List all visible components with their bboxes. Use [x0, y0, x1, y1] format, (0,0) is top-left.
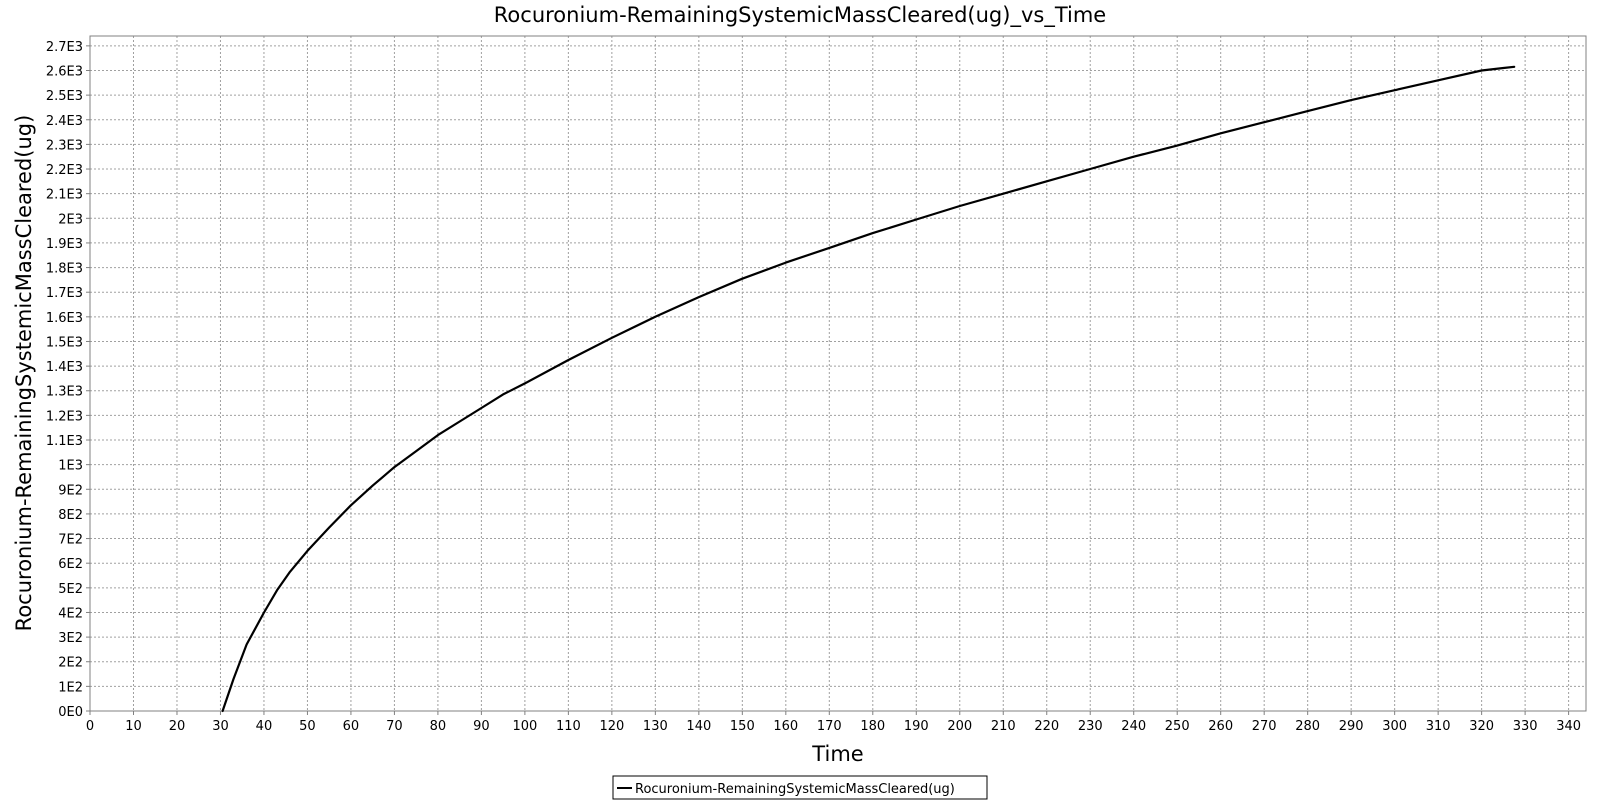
- y-tick-label: 1.6E3: [46, 311, 83, 326]
- y-tick-label: 3E2: [58, 631, 83, 646]
- x-tick-label: 280: [1295, 719, 1320, 734]
- x-axis-label: Time: [811, 742, 863, 766]
- y-tick-label: 4E2: [58, 606, 83, 621]
- x-tick-label: 160: [773, 719, 798, 734]
- x-tick-label: 240: [1121, 719, 1146, 734]
- y-tick-label: 2.2E3: [46, 163, 83, 178]
- y-tick-label: 0E0: [58, 705, 83, 720]
- y-tick-label: 6E2: [58, 557, 83, 572]
- y-axis-ticks: 0E0 1E2 2E2 3E2 4E2 5E2 6E2 7E2 8E2 9E2 1E3 1.1E3 1.…: [46, 40, 90, 720]
- y-tick-label: 2.5E3: [46, 89, 83, 104]
- x-tick-label: 60: [343, 719, 360, 734]
- x-tick-label: 110: [556, 719, 581, 734]
- x-tick-label: 0: [86, 719, 94, 734]
- y-tick-label: 1.9E3: [46, 237, 83, 252]
- x-tick-label: 70: [386, 719, 403, 734]
- y-tick-label: 2.4E3: [46, 114, 83, 129]
- y-tick-label: 1.4E3: [46, 360, 83, 375]
- grid: [89, 36, 1586, 712]
- y-tick-label: 1.3E3: [46, 385, 83, 400]
- x-tick-label: 100: [512, 719, 537, 734]
- y-axis-label: Rocuronium-RemainingSystemicMassCleared(…: [12, 115, 36, 632]
- y-tick-label: 9E2: [58, 483, 83, 498]
- x-tick-label: 220: [1034, 719, 1059, 734]
- x-tick-label: 120: [599, 719, 624, 734]
- x-tick-label: 80: [430, 719, 447, 734]
- x-tick-label: 190: [904, 719, 929, 734]
- x-tick-label: 30: [212, 719, 229, 734]
- y-tick-label: 2E3: [58, 212, 83, 227]
- legend-box: [612, 775, 988, 800]
- x-tick-label: 300: [1382, 719, 1407, 734]
- y-tick-label: 1.5E3: [46, 335, 83, 350]
- x-tick-label: 40: [256, 719, 273, 734]
- x-axis-ticks: 0 10 20 30 40 50 60 70 80 90 100 110 120 130 140 150 160…: [86, 711, 1581, 734]
- x-tick-label: 210: [991, 719, 1016, 734]
- x-tick-label: 260: [1208, 719, 1233, 734]
- x-tick-label: 140: [686, 719, 711, 734]
- y-tick-label: 8E2: [58, 508, 83, 523]
- x-tick-label: 320: [1469, 719, 1494, 734]
- x-tick-label: 150: [730, 719, 755, 734]
- plot-area: [89, 35, 1587, 712]
- y-tick-label: 2.1E3: [46, 188, 83, 203]
- series-line: [221, 65, 1516, 713]
- y-tick-label: 2.7E3: [46, 40, 83, 55]
- y-tick-label: 1E3: [58, 459, 83, 474]
- x-tick-label: 10: [125, 719, 142, 734]
- chart-title: Rocuronium-RemainingSystemicMassCleared(…: [494, 3, 1106, 28]
- y-tick-label: 5E2: [58, 582, 83, 597]
- x-tick-label: 170: [817, 719, 842, 734]
- y-tick-label: 1.2E3: [46, 409, 83, 424]
- x-tick-label: 90: [473, 719, 490, 734]
- y-tick-label: 2E2: [58, 656, 83, 671]
- x-tick-label: 310: [1426, 719, 1451, 734]
- legend: Rocuronium-RemainingSystemicMassCleared(…: [612, 775, 988, 800]
- x-tick-label: 180: [860, 719, 885, 734]
- series-layer: [221, 65, 1516, 713]
- y-tick-label: 2.3E3: [46, 138, 83, 153]
- y-tick-label: 7E2: [58, 533, 83, 548]
- x-tick-label: 230: [1078, 719, 1103, 734]
- y-tick-label: 1.7E3: [46, 286, 83, 301]
- y-tick-label: 2.6E3: [46, 64, 83, 79]
- legend-label: Rocuronium-RemainingSystemicMassCleared(…: [635, 782, 955, 797]
- x-tick-label: 20: [169, 719, 186, 734]
- x-tick-label: 250: [1165, 719, 1190, 734]
- y-tick-label: 1.1E3: [46, 434, 83, 449]
- x-tick-label: 130: [643, 719, 668, 734]
- y-tick-label: 1.8E3: [46, 262, 83, 277]
- y-tick-label: 1E2: [58, 680, 83, 695]
- x-tick-label: 50: [299, 719, 316, 734]
- x-tick-label: 200: [947, 719, 972, 734]
- x-tick-label: 340: [1556, 719, 1581, 734]
- x-tick-label: 330: [1513, 719, 1538, 734]
- x-tick-label: 270: [1252, 719, 1277, 734]
- x-tick-label: 290: [1339, 719, 1364, 734]
